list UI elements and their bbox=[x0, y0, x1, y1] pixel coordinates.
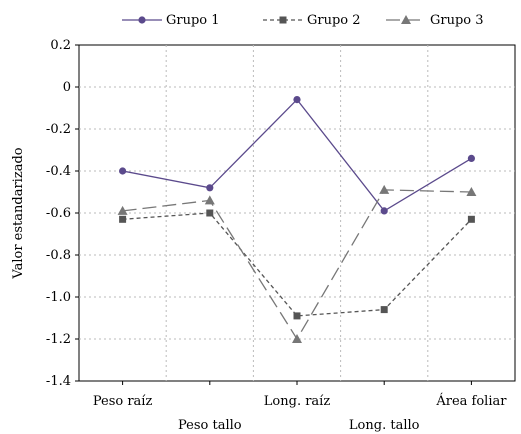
y-tick-label: -0.6 bbox=[46, 206, 71, 221]
x-axis-ticks: Peso raíz Peso tallo Long. raíz Long. tallo… bbox=[93, 381, 507, 433]
series-1 bbox=[119, 96, 475, 215]
legend-label-3: Grupo 3 bbox=[430, 13, 484, 28]
point-1-2 bbox=[206, 184, 214, 192]
y-tick-label: -0.8 bbox=[46, 248, 71, 263]
y-tick-label: 0 bbox=[63, 80, 71, 95]
point-1-3 bbox=[293, 96, 301, 104]
point-3-4 bbox=[379, 184, 390, 194]
point-1-4 bbox=[380, 207, 388, 215]
point-3-2 bbox=[204, 195, 215, 205]
legend-item-3: Grupo 3 bbox=[386, 13, 484, 28]
legend-item-2: Grupo 2 bbox=[263, 13, 361, 28]
series-line-2 bbox=[122, 212, 472, 317]
y-tick-label: 0.2 bbox=[50, 38, 71, 53]
legend-label-2: Grupo 2 bbox=[307, 13, 361, 28]
x-tick-label: Long. tallo bbox=[349, 418, 420, 433]
series-3 bbox=[117, 184, 477, 343]
point-3-3 bbox=[292, 334, 302, 343]
x-tick-label: Área foliar bbox=[435, 393, 507, 409]
series-group bbox=[117, 96, 477, 343]
y-tick-label: -0.4 bbox=[46, 164, 71, 179]
legend-item-1: Grupo 1 bbox=[122, 13, 220, 28]
y-tick-label: -1.4 bbox=[46, 374, 71, 389]
point-legend-1 bbox=[138, 16, 146, 24]
y-axis-ticks: 0.2 0 -0.2 -0.4 -0.6 -0.8 -1.0 -1.2 -1.4 bbox=[46, 38, 79, 389]
x-tick-label: Long. raíz bbox=[264, 394, 331, 409]
y-tick-label: -1.2 bbox=[46, 332, 71, 347]
point-2-5 bbox=[467, 215, 475, 223]
x-tick-label: Peso tallo bbox=[178, 418, 242, 433]
point-1-1 bbox=[119, 167, 127, 175]
point-3-1 bbox=[117, 205, 128, 215]
x-tick-label: Peso raíz bbox=[93, 394, 153, 409]
legend-label-1: Grupo 1 bbox=[166, 13, 220, 28]
point-2-1 bbox=[119, 215, 127, 223]
point-legend-2 bbox=[279, 16, 287, 24]
point-1-5 bbox=[467, 154, 475, 162]
point-2-3 bbox=[293, 312, 301, 320]
point-legend-3 bbox=[401, 15, 411, 24]
y-axis-title: Valor estandarizado bbox=[11, 147, 26, 279]
grid bbox=[79, 45, 515, 381]
point-2-4 bbox=[380, 306, 388, 314]
series-2 bbox=[119, 209, 475, 320]
legend: Grupo 1 Grupo 2 Grupo 3 bbox=[122, 13, 484, 28]
point-3-5 bbox=[466, 187, 477, 196]
series-line-1 bbox=[122, 98, 472, 212]
y-tick-label: -0.2 bbox=[46, 122, 71, 137]
point-2-2 bbox=[206, 209, 214, 217]
y-tick-label: -1.0 bbox=[46, 290, 71, 305]
